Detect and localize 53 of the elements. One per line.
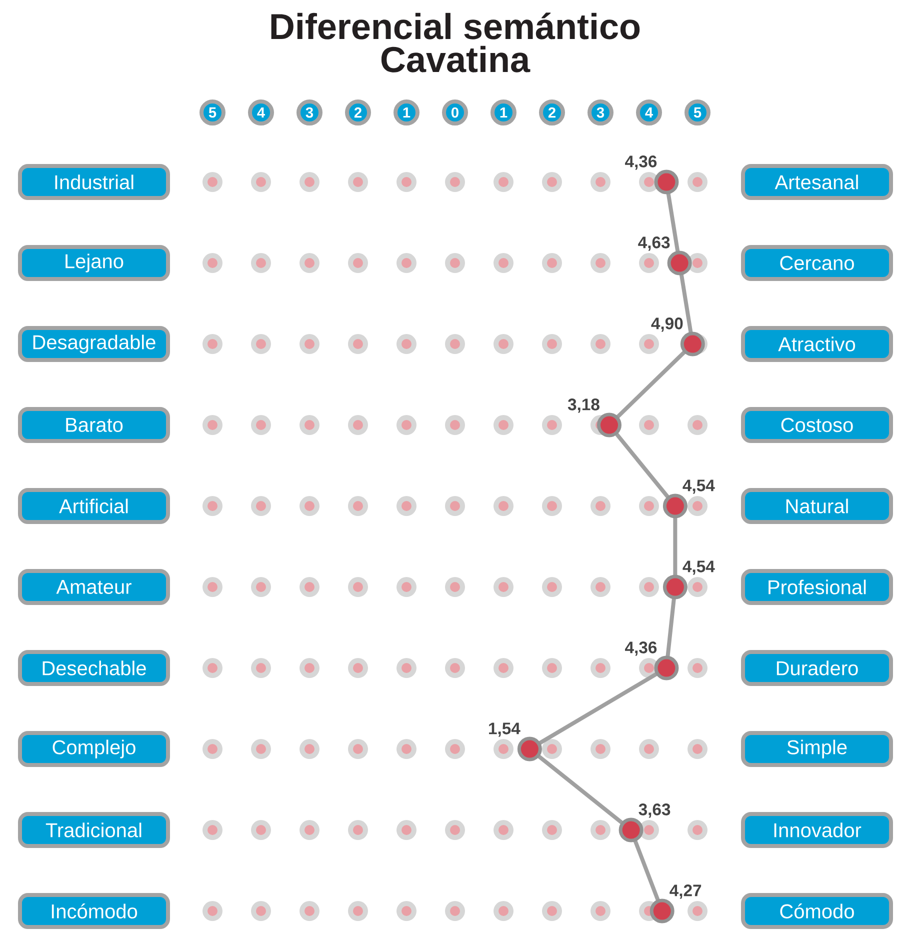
x-tick-label: 0 — [452, 107, 458, 118]
y-tick-label: Complejo — [52, 740, 136, 758]
y2-tick-label: Atractivo — [778, 336, 856, 352]
x-tick-label: 5 — [208, 107, 216, 118]
y-tick-label: Lejano — [66, 254, 124, 272]
x-tick-label: 4 — [645, 107, 653, 118]
data-label: 4,27 — [670, 884, 702, 899]
y2-tick-label: Costoso — [781, 418, 853, 432]
point — [650, 898, 674, 924]
y-tick-label: Incómodo — [52, 904, 138, 918]
y2-tick-label: Natural — [786, 498, 848, 514]
point — [517, 736, 542, 762]
point — [618, 818, 644, 842]
x-tick-label: 2 — [354, 107, 362, 118]
data-label: 4,63 — [638, 236, 670, 251]
point — [654, 656, 679, 680]
x-tick-label: 2 — [548, 107, 556, 118]
data-label: 3,63 — [638, 804, 670, 818]
chart-subtitle: Cavatina — [381, 46, 530, 72]
point — [654, 170, 679, 194]
data-label: 4,54 — [682, 480, 715, 494]
x-tick-label: 1 — [403, 107, 410, 118]
data-label: 4,54 — [682, 560, 715, 575]
x-tick-label: 1 — [500, 107, 508, 118]
y-tick-label: Industrial — [55, 174, 134, 190]
y2-tick-label: Profesional — [768, 580, 866, 594]
y-tick-label: Desechable — [42, 660, 146, 676]
x-tick-label: 3 — [596, 107, 604, 118]
data-label: 4,36 — [625, 642, 657, 656]
point — [596, 412, 622, 438]
y2-tick-label: Artesanal — [774, 174, 858, 190]
x-tick-label: 5 — [694, 107, 702, 118]
y2-tick-label: Simple — [787, 740, 847, 758]
point — [667, 250, 692, 276]
y2-tick-label: Cómodo — [780, 904, 854, 918]
data-label: 4,36 — [625, 156, 657, 170]
x-tick-label: 4 — [257, 107, 265, 118]
point — [680, 332, 705, 356]
chart-title: Diferencial semántico — [271, 12, 640, 40]
y2-tick-label: Cercano — [780, 256, 854, 270]
y-tick-label: Desagradable — [33, 334, 156, 354]
y-tick-label: Tradicional — [46, 822, 142, 838]
point — [662, 494, 688, 518]
data-label: 1,54 — [489, 722, 520, 737]
y-tick-label: Amateur — [56, 580, 132, 594]
y2-tick-label: Innovador — [774, 822, 862, 838]
y2-tick-label: Duradero — [776, 660, 858, 676]
y-tick-label: Barato — [66, 418, 123, 432]
y-tick-label: Artificial — [59, 498, 128, 514]
point — [662, 574, 688, 600]
data-label: 3,18 — [568, 398, 600, 413]
x-tick-label: 3 — [306, 107, 314, 118]
data-label: 4,90 — [651, 318, 683, 332]
